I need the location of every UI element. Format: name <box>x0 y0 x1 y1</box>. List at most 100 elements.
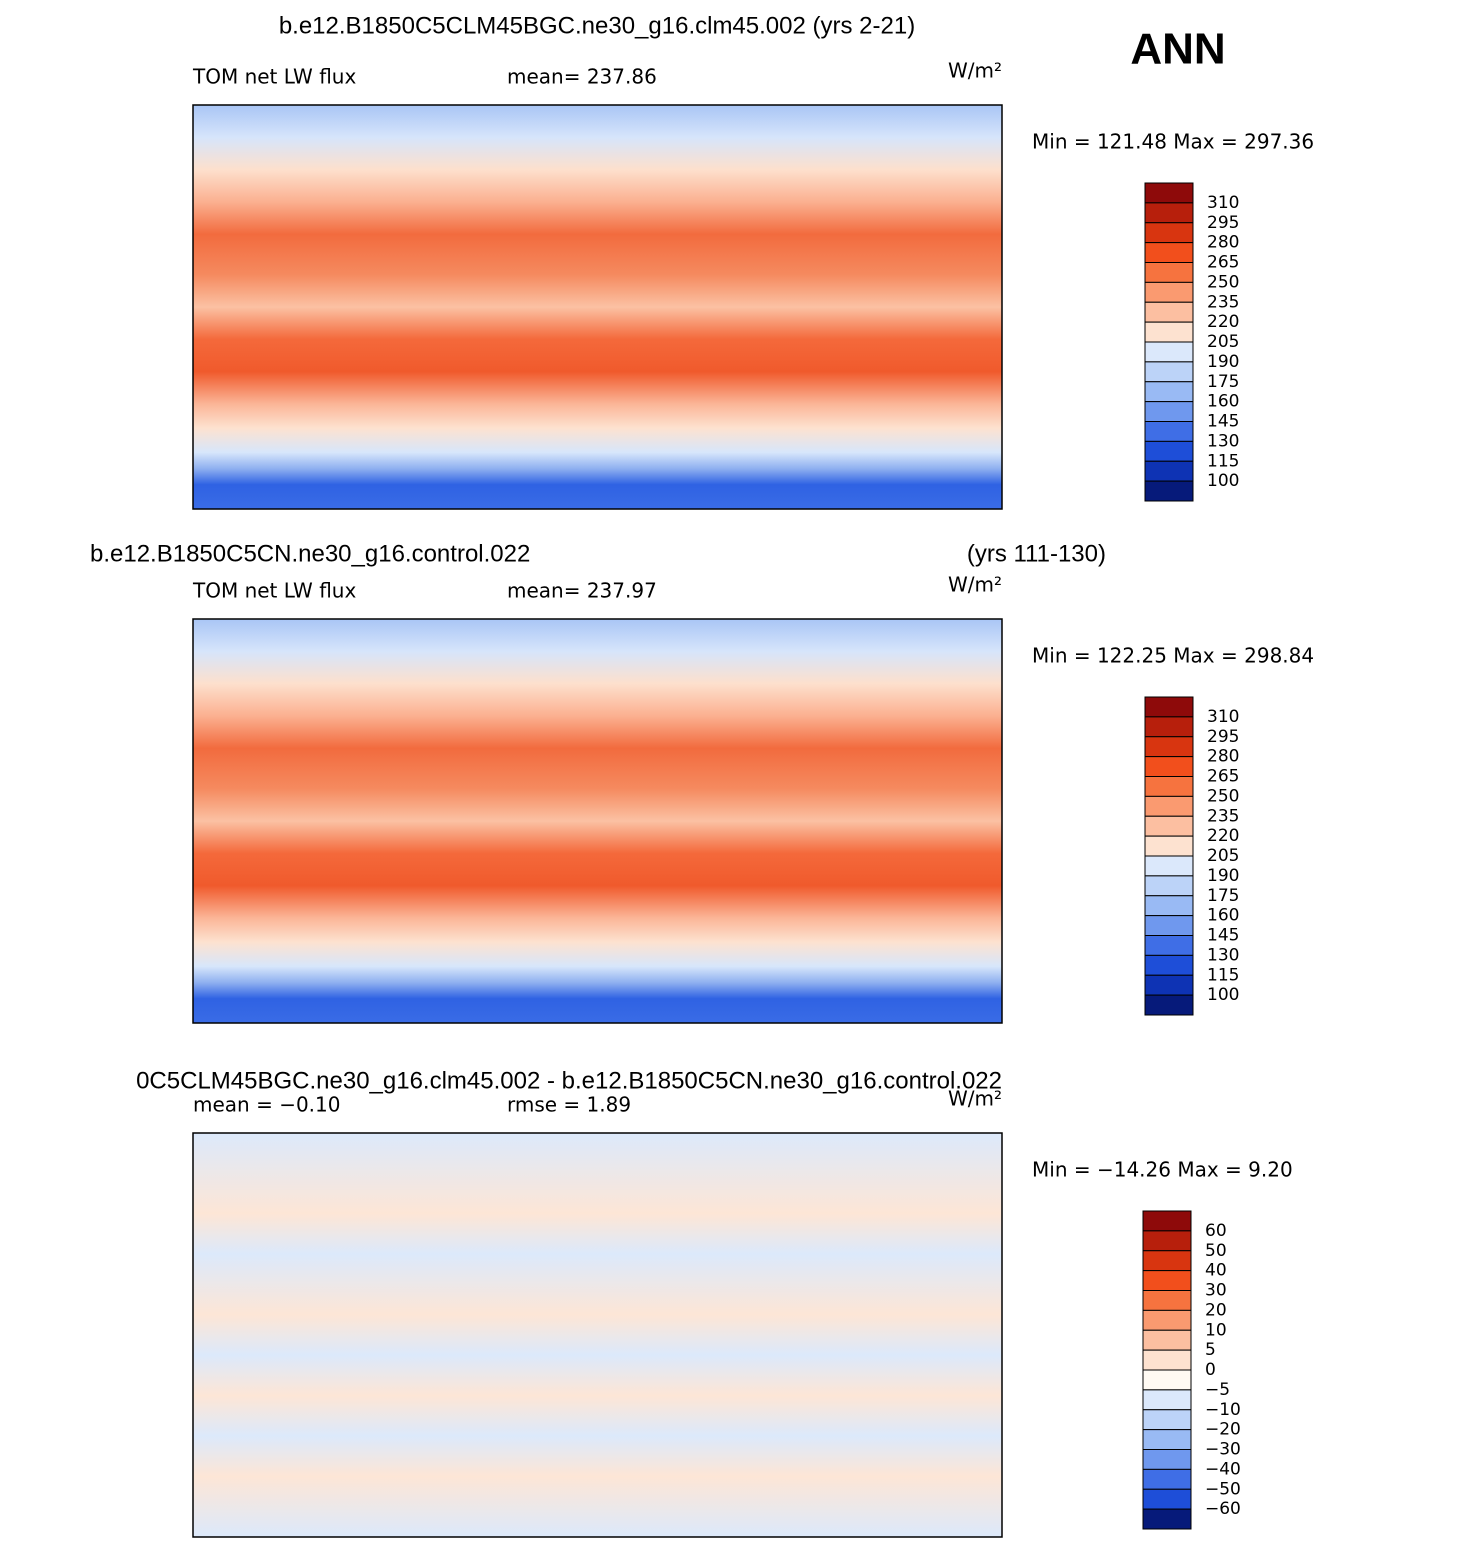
colorbar-box <box>1144 262 1194 283</box>
units: W/m² <box>948 1087 1002 1111</box>
colorbar-box <box>1144 815 1194 837</box>
colorbar-label: 145 <box>1207 412 1239 432</box>
colorbar-label: 220 <box>1207 312 1239 332</box>
colorbar-box <box>1142 1329 1192 1351</box>
colorbar-label: 205 <box>1207 846 1239 866</box>
colorbar-box <box>1142 1230 1192 1252</box>
colorbar-label: 130 <box>1207 431 1239 451</box>
colorbar-label: 60 <box>1205 1221 1227 1241</box>
colorbar-label: −10 <box>1205 1400 1241 1420</box>
colorbar-label: 100 <box>1207 985 1239 1005</box>
colorbar-label: 295 <box>1207 727 1239 747</box>
colorbar-label: 190 <box>1207 352 1239 372</box>
colorbar-label: 175 <box>1207 886 1239 906</box>
colorbar-box <box>1142 1449 1192 1470</box>
map-field <box>192 1132 1003 1538</box>
min-max: Min = 121.48 Max = 297.36 <box>1032 130 1314 154</box>
left-label: TOM net LW flux <box>192 65 356 89</box>
colorbar-label: 145 <box>1207 926 1239 946</box>
center-label: mean= 237.86 <box>507 65 657 89</box>
colorbar-box <box>1144 875 1194 897</box>
colorbar-box <box>1142 1488 1192 1510</box>
colorbar-label: 190 <box>1207 866 1239 886</box>
colorbar-box <box>1144 480 1194 502</box>
colorbar-box <box>1144 835 1194 857</box>
colorbar-box <box>1144 736 1194 758</box>
panel-title: b.e12.B1850C5CLM45BGC.ne30_g16.clm45.002… <box>279 12 915 39</box>
colorbar-label: 280 <box>1207 233 1239 253</box>
colorbar-box <box>1144 222 1194 244</box>
colorbar-box <box>1144 401 1194 422</box>
colorbar-label: −30 <box>1205 1440 1241 1460</box>
units: W/m² <box>948 573 1002 597</box>
colorbar-box <box>1142 1210 1192 1232</box>
colorbar-box <box>1142 1369 1192 1391</box>
colorbar-box <box>1142 1250 1192 1272</box>
colorbar-label: 205 <box>1207 332 1239 352</box>
colorbar-box <box>1144 301 1194 323</box>
colorbar-label: 100 <box>1207 471 1239 491</box>
colorbar-box <box>1144 935 1194 956</box>
colorbar-box <box>1144 440 1194 462</box>
colorbar-box <box>1144 281 1194 303</box>
colorbar-box <box>1144 716 1194 738</box>
colorbar-box <box>1144 954 1194 976</box>
colorbar-label: 250 <box>1207 786 1239 806</box>
colorbar-box <box>1144 182 1194 204</box>
colorbar-box <box>1142 1508 1192 1530</box>
colorbar-label: 235 <box>1207 292 1239 312</box>
colorbar-box <box>1144 421 1194 442</box>
colorbar-box <box>1144 855 1194 877</box>
colorbar-label: 220 <box>1207 826 1239 846</box>
colorbar-label: 265 <box>1207 253 1239 273</box>
colorbar-box <box>1142 1389 1192 1411</box>
colorbar-label: 160 <box>1207 392 1239 412</box>
colorbar-label: 265 <box>1207 767 1239 787</box>
colorbar-box <box>1144 776 1194 797</box>
colorbar-box <box>1142 1290 1192 1311</box>
colorbar-box <box>1144 994 1194 1016</box>
left-label: mean = −0.10 <box>193 1093 340 1117</box>
colorbar-box <box>1144 361 1194 383</box>
colorbar-label: −20 <box>1205 1420 1241 1440</box>
colorbar-label: −60 <box>1205 1499 1241 1519</box>
colorbar-label: 0 <box>1205 1360 1216 1380</box>
colorbar-label: 310 <box>1207 707 1239 727</box>
colorbar-label: −40 <box>1205 1459 1241 1479</box>
colorbar-box <box>1144 321 1194 343</box>
colorbar-box <box>1144 974 1194 996</box>
colorbar-box <box>1144 341 1194 363</box>
colorbar-box <box>1142 1468 1192 1490</box>
left-label: TOM net LW flux <box>192 579 356 603</box>
colorbar-label: 30 <box>1205 1281 1227 1301</box>
colorbar-label: 235 <box>1207 806 1239 826</box>
colorbar-box <box>1144 756 1194 777</box>
panel-title: 0C5CLM45BGC.ne30_g16.clm45.002 - b.e12.B… <box>136 1067 1002 1094</box>
colorbar-box <box>1142 1270 1192 1291</box>
colorbar-label: 20 <box>1205 1300 1227 1320</box>
units: W/m² <box>948 59 1002 83</box>
colorbar-label: 310 <box>1207 193 1239 213</box>
colorbar-label: 175 <box>1207 372 1239 392</box>
colorbar-label: 40 <box>1205 1261 1227 1281</box>
colorbar-box <box>1144 242 1194 263</box>
panel-title: b.e12.B1850C5CN.ne30_g16.control.022 <box>90 540 530 567</box>
season-label: ANN <box>1130 25 1225 74</box>
colorbar-label: 280 <box>1207 747 1239 767</box>
colorbar-label: 130 <box>1207 945 1239 965</box>
colorbar-box <box>1144 381 1194 403</box>
colorbar-label: 10 <box>1205 1320 1227 1340</box>
center-label: rmse = 1.89 <box>507 1093 631 1117</box>
colorbar-label: 115 <box>1207 965 1239 985</box>
colorbar-box <box>1144 795 1194 817</box>
colorbar-box <box>1144 460 1194 482</box>
colorbar-label: 160 <box>1207 906 1239 926</box>
colorbar-box <box>1144 915 1194 936</box>
map-field <box>192 618 1003 1024</box>
center-label: mean= 237.97 <box>507 579 657 603</box>
colorbar-label: 250 <box>1207 272 1239 292</box>
min-max: Min = 122.25 Max = 298.84 <box>1032 644 1314 668</box>
colorbar-label: −5 <box>1205 1380 1230 1400</box>
colorbar-label: −50 <box>1205 1479 1241 1499</box>
